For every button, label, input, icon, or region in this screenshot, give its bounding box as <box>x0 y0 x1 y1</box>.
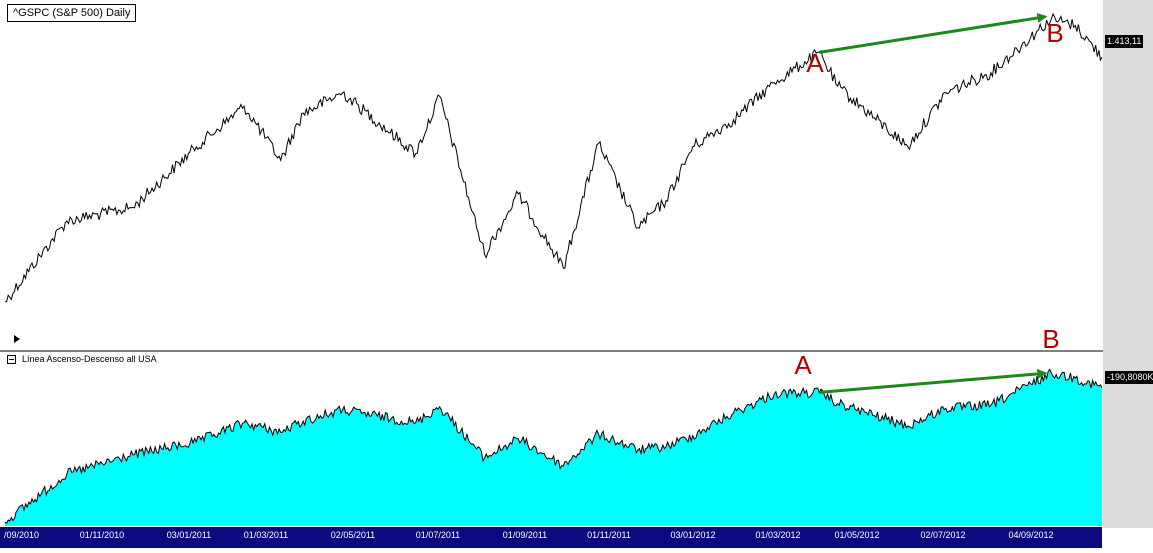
price-layer <box>4 12 1103 303</box>
breadth-indicator-title: Línea Ascenso-Descenso all USA <box>22 354 157 364</box>
price-marker-a: A <box>806 48 824 78</box>
date-axis-tick: 03/01/2012 <box>670 530 716 540</box>
breadth-layer <box>4 368 1103 526</box>
arrow-layer <box>819 13 1048 394</box>
breadth-marker-b: B <box>1042 324 1060 354</box>
breadth-series-line <box>4 368 1103 524</box>
date-axis-tick: 01/05/2012 <box>834 530 880 540</box>
breadth-last-value-badge: -190,8080K <box>1105 371 1153 384</box>
date-axis-tick: /09/2010 <box>4 530 40 540</box>
play-arrow-icon[interactable] <box>10 333 22 345</box>
date-axis: /09/2010 01/11/2010 03/01/2011 01/03/2011 02… <box>0 527 1102 548</box>
collapse-box-icon[interactable] <box>7 355 16 364</box>
date-axis-tick: 02/05/2011 <box>330 530 376 540</box>
date-axis-tick: 01/03/2011 <box>243 530 289 540</box>
date-axis-tick: 01/11/2011 <box>587 530 631 540</box>
price-marker-b: B <box>1046 18 1064 48</box>
date-axis-tick: 01/07/2011 <box>415 530 461 540</box>
breadth-series-area <box>5 369 1102 526</box>
date-axis-tick: 01/09/2011 <box>502 530 548 540</box>
date-axis-tick: 02/07/2012 <box>920 530 966 540</box>
breadth-trend-arrow <box>819 368 1048 394</box>
price-trend-arrow <box>819 13 1048 54</box>
date-axis-tick: 01/03/2012 <box>755 530 801 540</box>
date-axis-tick: 04/09/2012 <box>1008 530 1054 540</box>
date-axis-tick: 01/11/2010 <box>79 530 125 540</box>
price-chart-title: ^GSPC (S&P 500) Daily <box>7 4 137 22</box>
date-axis-tick: 03/01/2011 <box>166 530 212 540</box>
price-series-line <box>4 12 1103 303</box>
right-scale-strip[interactable] <box>1103 0 1153 528</box>
price-last-value-badge: 1.413,11 <box>1105 35 1144 48</box>
breadth-marker-a: A <box>794 350 812 380</box>
